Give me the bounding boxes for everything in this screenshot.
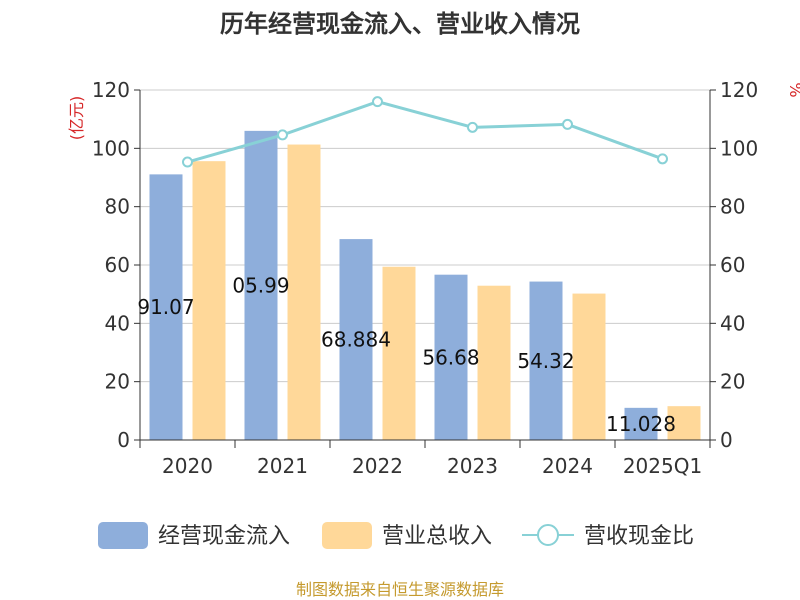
right-tick-label: 120	[720, 78, 758, 102]
right-tick-label: 60	[720, 253, 745, 277]
data-labels: 91.07 05.99 68.884 56.68 54.32 11.028	[137, 273, 676, 435]
x-tick-label: 2025Q1	[623, 454, 702, 478]
legend-marker	[537, 524, 559, 546]
cash-inflow-bar	[434, 274, 468, 440]
right-axis-unit: %	[786, 82, 800, 97]
right-tick-label: 100	[720, 136, 758, 160]
legend-swatch	[322, 522, 372, 549]
cash-inflow-bar	[624, 407, 658, 440]
revenue-bar	[667, 406, 701, 440]
cash-inflow-label: 54.32	[517, 349, 574, 373]
x-tick-label: 2024	[542, 454, 593, 478]
ratio-line-path	[187, 100, 664, 164]
legend-label: 经营现金流入	[158, 524, 290, 549]
x-tick-label: 2021	[257, 454, 308, 478]
revenue-bar	[192, 161, 226, 440]
ratio-line	[182, 96, 668, 168]
x-tick-label: 2023	[447, 454, 498, 478]
left-tick-label: 80	[105, 195, 130, 219]
ratio-point	[182, 156, 193, 168]
ratio-point	[562, 118, 573, 130]
ratio-point	[277, 129, 288, 141]
left-axis-unit: (亿元)	[67, 96, 86, 141]
cash-inflow-label: 68.884	[321, 328, 391, 352]
legend-label: 营收现金比	[584, 524, 694, 549]
legend: 经营现金流入 营业总收入 营收现金比	[98, 522, 694, 549]
left-tick-label: 100	[92, 136, 130, 160]
source-note: 制图数据来自恒生聚源数据库	[296, 580, 504, 599]
right-tick-label: 20	[720, 370, 745, 394]
right-tick-label: 40	[720, 311, 745, 335]
left-tick-label: 0	[117, 428, 130, 452]
revenue-bar	[572, 293, 606, 440]
cash-inflow-label: 91.07	[137, 295, 194, 319]
ratio-point	[657, 153, 668, 165]
cash-inflow-bar	[244, 130, 278, 441]
left-tick-label: 120	[92, 78, 130, 102]
cash-inflow-bar	[529, 281, 563, 440]
axes: 0 20 40 60 80 100 120 0 20 40 60 80 100 120 2020 2021 20…	[92, 78, 758, 478]
revenue-bar	[477, 285, 511, 440]
bars	[149, 130, 701, 441]
cash-inflow-bar	[339, 239, 373, 440]
cash-inflow-bar	[149, 174, 183, 441]
revenue-bar	[287, 144, 321, 440]
right-tick-label: 80	[720, 195, 745, 219]
x-tick-label: 2020	[162, 454, 213, 478]
chart-title: 历年经营现金流入、营业收入情况	[220, 10, 580, 38]
cash-inflow-label: 56.68	[422, 345, 479, 369]
cash-inflow-label: 05.99	[232, 273, 289, 297]
ratio-point	[467, 121, 478, 133]
right-tick-label: 0	[720, 428, 733, 452]
cash-inflow-label: 11.028	[606, 412, 676, 436]
revenue-bar	[382, 266, 416, 440]
left-tick-label: 60	[105, 253, 130, 277]
left-tick-label: 40	[105, 311, 130, 335]
left-tick-label: 20	[105, 370, 130, 394]
legend-label: 营业总收入	[382, 524, 492, 549]
legend-swatch	[98, 522, 148, 549]
ratio-point	[372, 96, 383, 108]
x-tick-label: 2022	[352, 454, 403, 478]
